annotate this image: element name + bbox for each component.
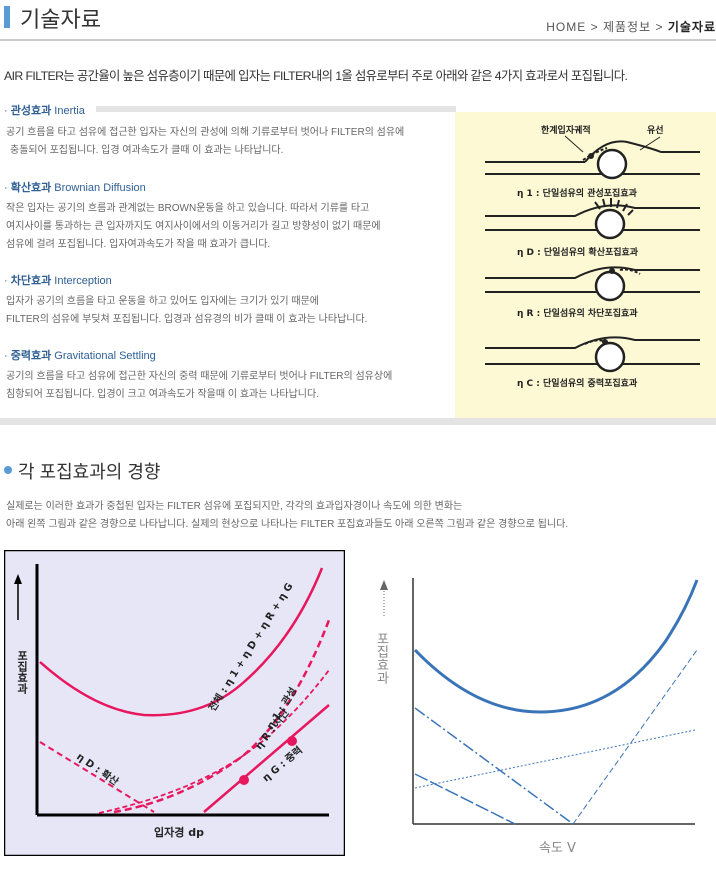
gravity-diagram: η C : 단일섬유의 중력포집효과 [485, 336, 700, 389]
curve-gravity [203, 704, 330, 813]
section-body-gravity: 공기의 흐름을 타고 섬유에 접근한 자신의 중력 때문에 기류로부터 벗어나 … [6, 368, 392, 404]
left-trend-chart: 포집효과 입자경 dp 전체 : η 1 + η D + η R + η G η… [4, 550, 345, 856]
breadcrumb-separator: > [655, 20, 664, 34]
breadcrumb: HOME > 제품정보 > 기술자료 [546, 18, 716, 35]
breadcrumb-home[interactable]: HOME [546, 20, 587, 34]
section-title-en: Gravitational Settling [54, 350, 156, 362]
section-title-en: Brownian Diffusion [54, 182, 146, 194]
section-heading-inertia: · 관성효과 Inertia [4, 102, 85, 118]
curve-inertia [113, 619, 331, 814]
section-body-interception: 입자가 공기의 흐름을 타고 운동을 하고 있어도 입자에는 크기가 있기 때문… [6, 293, 367, 329]
curve-intercept [98, 669, 330, 814]
section-heading-interception: · 차단효과 Interception [4, 272, 112, 288]
section-heading-diffusion: · 확산효과 Brownian Diffusion [4, 179, 146, 195]
breadcrumb-section[interactable]: 제품정보 [602, 20, 652, 34]
section-body-diffusion: 작은 입자는 공기의 흐름과 관계없는 BROWN운동을 하고 있습니다. 따라… [6, 200, 381, 254]
section-title-ko: 중력효과 [10, 350, 52, 362]
curve-total [39, 567, 324, 717]
chart-frame [4, 550, 345, 856]
body-line: FILTER의 섬유에 부딪쳐 포집됩니다. 입경과 섬유경의 비가 클때 이 … [6, 314, 368, 325]
breadcrumb-separator: > [590, 20, 599, 34]
gravity-marker-1 [287, 736, 297, 746]
curve-diffusion [414, 707, 574, 825]
body-line: 실제로는 이러한 효과가 중첩된 입자는 FILTER 섬유에 포집되지만, 각… [6, 501, 463, 512]
section-title-ko: 확산효과 [10, 182, 52, 194]
section-title-ko: 관성효과 [10, 105, 52, 117]
limit-trajectory-label: 한계입자궤적 [541, 124, 591, 136]
x-axis-label: 입자경 dp [154, 825, 204, 839]
caption-diffusion: η D : 단일섬유의 확산포집효과 [517, 246, 639, 258]
body-line: 공기 흐름을 타고 섬유에 접근한 입자는 자신의 관성에 의해 기류로부터 벗… [6, 127, 405, 138]
curve-inertia [414, 773, 516, 825]
body-line: 침항되어 포집됩니다. 입경이 크고 여과속도가 작을때 이 효과는 나타납니다… [6, 389, 319, 400]
inertia-diagram: 한계입자궤적 유선 η 1 : 단일섬유의 관성포집효과 [485, 124, 700, 199]
section-line [96, 106, 456, 112]
right-trend-chart: 포집효과 속도 V [374, 578, 699, 856]
body-line: 아래 왼쪽 그림과 같은 경향으로 나타납니다. 실제의 현상으로 나타나는 F… [6, 519, 569, 530]
caption-gravity: η C : 단일섬유의 중력포집효과 [517, 377, 638, 389]
body-line: 섬유에 걸려 포집됩니다. 입자여과속도가 작을 때 효과가 큽니다. [6, 239, 271, 250]
intro-text: AIR FILTER는 공간율이 높은 섬유층이기 때문에 입자는 FILTER… [4, 69, 628, 83]
diffusion-diagram: η D : 단일섬유의 확산포집효과 [485, 198, 700, 258]
bullet: · [4, 182, 8, 194]
fiber-diagram: 한계입자궤적 유선 η 1 : 단일섬유의 관성포집효과 η D : 단일섬유의… [485, 124, 700, 389]
bullet: · [4, 105, 8, 117]
curve-diffusion [39, 741, 155, 813]
section-title-en: Inertia [54, 105, 85, 117]
trend-title: 각 포집효과의 경향 [18, 462, 161, 482]
caption-interception: η R : 단일섬유의 차단포집효과 [517, 307, 638, 319]
fiber-diagram-panel: 한계입자궤적 유선 η 1 : 단일섬유의 관성포집효과 η D : 단일섬유의… [455, 112, 716, 418]
svg-text:포집효과: 포집효과 [374, 632, 389, 684]
caption-inertia: η 1 : 단일섬유의 관성포집효과 [517, 187, 638, 199]
section-bottom-bar [0, 418, 716, 425]
header-divider [0, 39, 716, 41]
y-axis-label: 포집효과 [374, 632, 389, 684]
section-title-en: Interception [54, 275, 112, 287]
bullet: · [4, 350, 8, 362]
x-axis-label: 속도 V [539, 841, 576, 856]
y-axis-label: 포집효과 [16, 650, 29, 695]
body-line: 공기의 흐름을 타고 섬유에 접근한 자신의 중력 때문에 기류로부터 벗어나 … [6, 371, 393, 382]
body-line: 충돌되어 포집됩니다. 입경 여과속도가 클때 이 효과는 나타납니다. [10, 145, 284, 156]
section-title-ko: 차단효과 [10, 275, 52, 287]
trend-body: 실제로는 이러한 효과가 중첩된 입자는 FILTER 섬유에 포집되지만, 각… [6, 498, 568, 534]
interception-diagram: η R : 단일섬유의 차단포집효과 [485, 266, 700, 319]
title-accent-bar [4, 6, 10, 28]
curve-gravity [414, 729, 696, 789]
curve-total [413, 579, 699, 714]
breadcrumb-current: 기술자료 [667, 20, 716, 34]
bullet: · [4, 275, 8, 287]
section-body-inertia: 공기 흐름을 타고 섬유에 접근한 입자는 자신의 관성에 의해 기류로부터 벗… [6, 124, 404, 160]
body-line: 여지사이를 통과하는 큰 입자까지도 여지사이에서의 이동거리가 길고 방향성이… [6, 221, 381, 232]
section-heading-gravity: · 중력효과 Gravitational Settling [4, 347, 156, 363]
body-line: 작은 입자는 공기의 흐름과 관계없는 BROWN운동을 하고 있습니다. 따라… [6, 203, 370, 214]
page-title: 기술자료 [20, 7, 101, 32]
body-line: 입자가 공기의 흐름을 타고 운동을 하고 있어도 입자에는 크기가 있기 때문… [6, 296, 319, 307]
streamline-label: 유선 [647, 124, 664, 136]
svg-text:포집효과: 포집효과 [16, 650, 29, 695]
subtitle-leaf-icon [4, 466, 12, 474]
gravity-marker-2 [239, 775, 249, 785]
